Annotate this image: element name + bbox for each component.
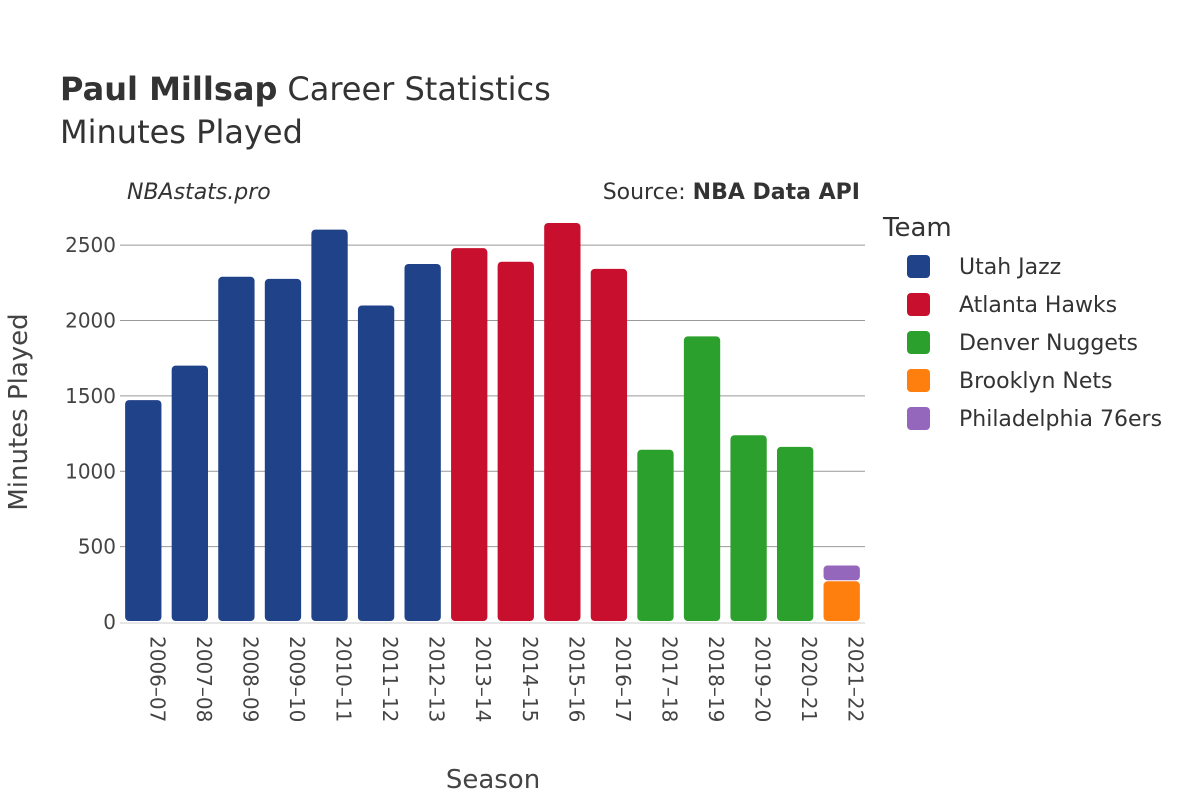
- legend-swatch: [907, 407, 930, 430]
- source-prefix: Source:: [603, 180, 693, 205]
- legend-label: Philadelphia 76ers: [959, 407, 1162, 432]
- legend-title: Team: [882, 213, 952, 243]
- legend-label: Utah Jazz: [959, 255, 1061, 280]
- legend-label: Brooklyn Nets: [959, 369, 1112, 394]
- bar: [544, 222, 581, 621]
- legend-swatch: [907, 255, 930, 278]
- x-tick-label: 2018–19: [704, 636, 728, 722]
- bar: [497, 261, 534, 621]
- x-tick-label: 2016–17: [611, 636, 635, 722]
- y-tick-label: 2000: [65, 309, 116, 333]
- bar: [637, 449, 674, 621]
- y-tick-label: 1000: [65, 459, 116, 483]
- x-tick-label: 2013–14: [471, 636, 495, 722]
- bar-layer: [125, 222, 860, 621]
- x-tick-label: 2012–13: [425, 636, 449, 722]
- x-tick-label: 2011–12: [378, 636, 402, 722]
- x-tick-label: 2020–21: [797, 636, 821, 722]
- y-tick-label: 2500: [65, 233, 116, 257]
- y-tick-layer: 0 500 1000 1500 2000 2500: [65, 233, 116, 634]
- legend-swatch: [907, 293, 930, 316]
- bar: [451, 248, 488, 621]
- bar: [218, 276, 255, 621]
- x-tick-label: 2009–10: [285, 636, 309, 722]
- bar: [357, 305, 395, 621]
- bar: [683, 336, 721, 621]
- legend: Utah Jazz Atlanta Hawks Denver Nuggets Broo…: [907, 255, 1162, 432]
- x-tick-label: 2017–18: [657, 636, 681, 722]
- chart-subtitle: Minutes Played: [60, 113, 303, 151]
- x-tick-label: 2014–15: [518, 636, 542, 722]
- bar: [776, 446, 814, 621]
- y-tick-label: 0: [103, 610, 116, 634]
- title-suffix: Career Statistics: [287, 70, 550, 108]
- bar: [171, 365, 209, 621]
- bar: [311, 229, 348, 621]
- x-tick-label: 2021–22: [844, 636, 868, 722]
- chart-title: Paul Millsap Career Statistics: [60, 70, 551, 108]
- bar: [823, 581, 860, 621]
- bar: [730, 435, 767, 621]
- x-tick-label: 2019–20: [751, 636, 775, 722]
- x-tick-label: 2015–16: [564, 636, 588, 722]
- bar: [264, 278, 302, 621]
- x-tick-label: 2006–07: [145, 636, 169, 722]
- legend-swatch: [907, 369, 930, 392]
- y-tick-label: 1500: [65, 384, 116, 408]
- bar: [404, 263, 441, 621]
- site-watermark: NBAstats.pro: [127, 180, 271, 205]
- source-name: NBA Data API: [693, 180, 860, 205]
- bar: [125, 400, 162, 621]
- x-tick-layer: 2006–07 2007–08 2008–09 2009–10 2010–11 2011–…: [145, 636, 867, 722]
- x-tick-label: 2007–08: [192, 636, 216, 722]
- source-credit: Source: NBA Data API: [603, 180, 860, 205]
- x-axis-label: Season: [446, 765, 540, 795]
- y-tick-label: 500: [78, 535, 116, 559]
- x-tick-label: 2008–09: [238, 636, 262, 722]
- y-axis-label: Minutes Played: [4, 313, 34, 510]
- legend-swatch: [907, 331, 930, 354]
- x-tick-label: 2010–11: [332, 636, 356, 722]
- bar: [590, 268, 628, 621]
- legend-label: Denver Nuggets: [959, 331, 1138, 356]
- player-name: Paul Millsap: [60, 70, 277, 108]
- bar: [823, 565, 860, 581]
- legend-label: Atlanta Hawks: [959, 293, 1117, 318]
